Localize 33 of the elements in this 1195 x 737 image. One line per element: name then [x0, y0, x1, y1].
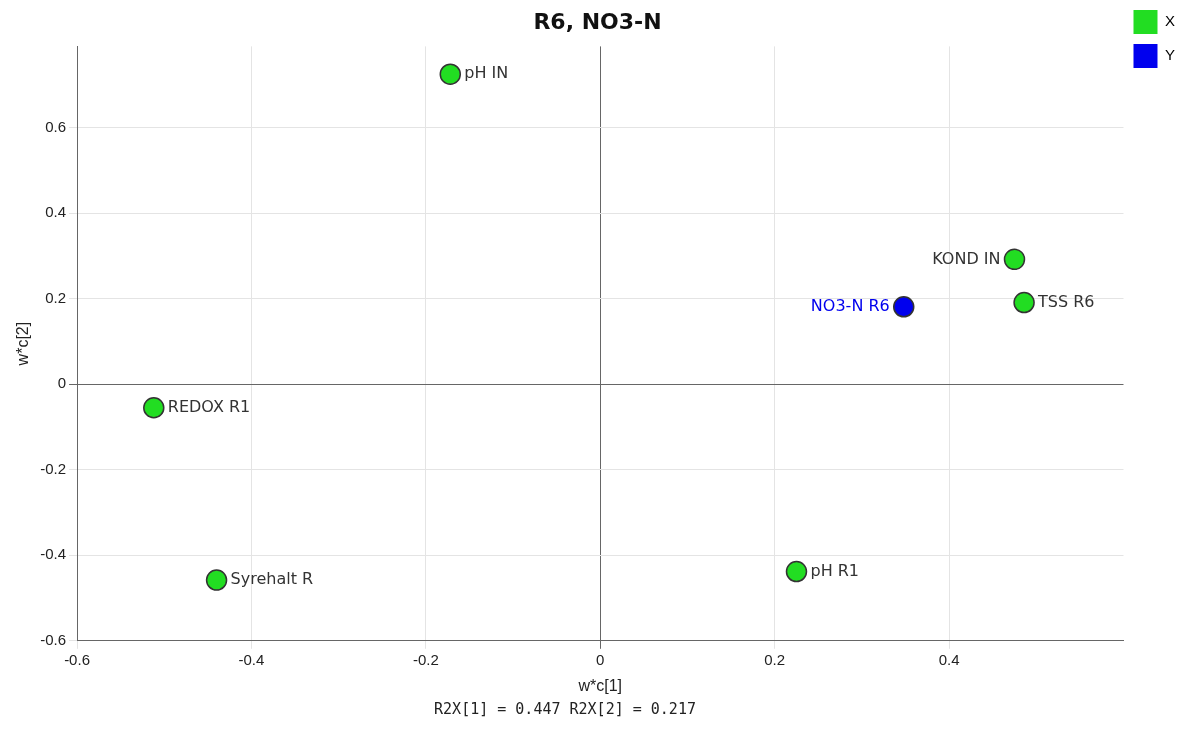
- chart-title: R6, NO3-N: [533, 8, 662, 34]
- annotation: KOND IN: [932, 248, 1001, 268]
- x-tick-label: -0.2: [412, 650, 439, 668]
- y-tick-label: -0.2: [40, 459, 67, 477]
- y-tick-label: -0.6: [40, 630, 67, 648]
- x-tick-label: 0: [596, 650, 605, 668]
- legend-label: X: [1165, 12, 1176, 30]
- x-tick-label: -0.6: [64, 650, 90, 668]
- x-tick-label: 0.4: [938, 650, 960, 668]
- point: [143, 396, 165, 419]
- annotation: NO3-N R6: [810, 295, 890, 315]
- annotation: pH R1: [810, 560, 860, 580]
- y-tick-label: 0.2: [45, 288, 67, 306]
- y-tick-label: 0: [57, 374, 67, 392]
- point: [892, 296, 915, 318]
- text: R2X[1] = 0.447 R2X[2] = 0.217: [433, 700, 697, 718]
- annotation: TSS R6: [1037, 291, 1095, 311]
- point: [1003, 248, 1026, 271]
- point: [1013, 291, 1035, 314]
- y-tick-label: 0.4: [45, 203, 67, 221]
- point: [439, 63, 462, 85]
- annotation: REDOX R1: [167, 396, 251, 416]
- y-tick-label: -0.4: [40, 545, 67, 563]
- x-axis-title: w*c[1]: [577, 676, 623, 694]
- point: [205, 569, 228, 591]
- point: [785, 560, 808, 583]
- x-tick-label: -0.4: [238, 650, 265, 668]
- annotation: pH IN: [464, 63, 509, 83]
- y-tick-label: 0.6: [45, 117, 67, 135]
- x-tick-label: 0.2: [764, 650, 786, 668]
- legend-label: Y: [1165, 46, 1176, 64]
- annotation: Syrehalt R: [230, 569, 314, 589]
- y-axis-title: w*c[2]: [14, 321, 32, 367]
